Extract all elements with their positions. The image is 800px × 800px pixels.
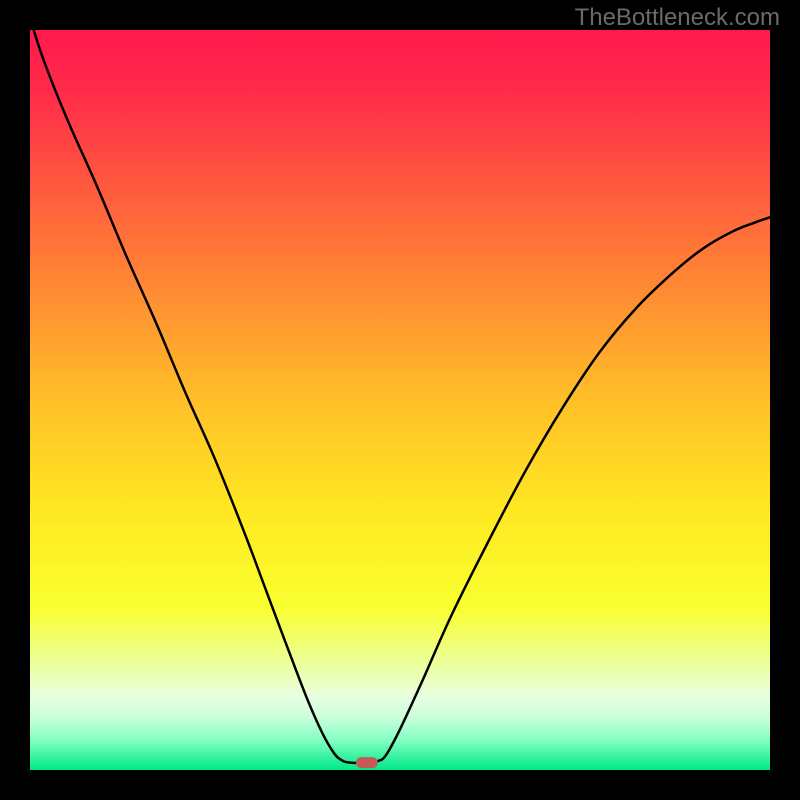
minimum-marker: [356, 757, 378, 769]
plot-area: [30, 30, 770, 770]
chart-frame: TheBottleneck.com: [0, 0, 800, 800]
watermark-text: TheBottleneck.com: [575, 4, 780, 32]
bottleneck-curve: [30, 30, 770, 770]
